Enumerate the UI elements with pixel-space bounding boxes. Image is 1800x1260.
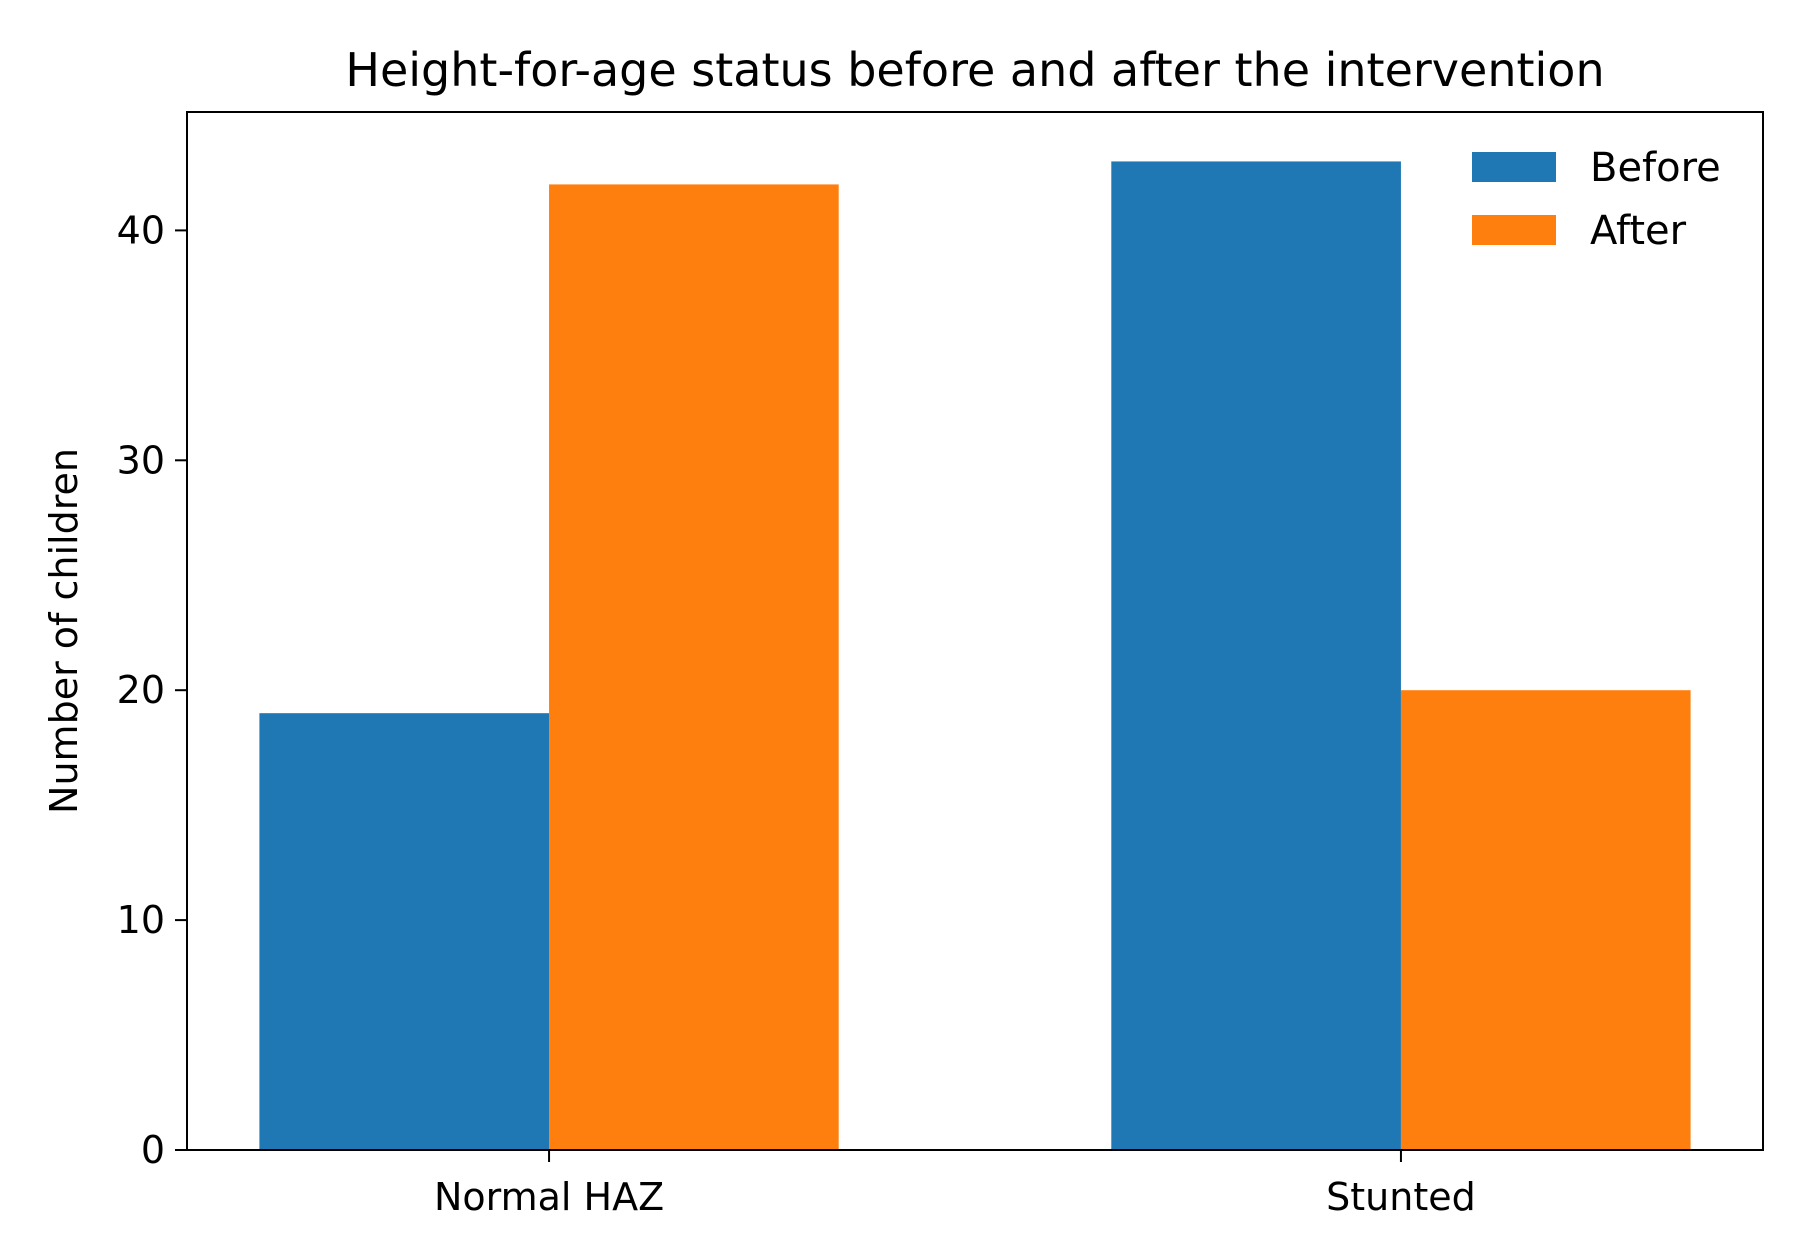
- legend: Before After: [1472, 145, 1721, 254]
- legend-label-before: Before: [1590, 145, 1721, 191]
- y-tick-label: 0: [141, 1128, 165, 1172]
- bar-after-stunted: [1400, 690, 1691, 1150]
- legend-swatch-before: [1472, 152, 1556, 182]
- y-tick-label: 20: [117, 668, 165, 712]
- legend-swatch-after: [1472, 215, 1556, 245]
- bar-before-stunted: [1111, 161, 1401, 1150]
- y-tick-label: 40: [117, 208, 165, 252]
- x-tick-label: Stunted: [1326, 1175, 1476, 1219]
- y-tick-label: 30: [117, 438, 165, 482]
- y-axis-label: Number of children: [42, 448, 86, 814]
- bar-before-normal-haz: [259, 713, 550, 1150]
- y-tick-label: 10: [117, 898, 165, 942]
- chart-title: Height-for-age status before and after t…: [345, 43, 1604, 97]
- plot-frame: [186, 111, 1764, 1151]
- bar-after-normal-haz: [549, 184, 839, 1151]
- legend-label-after: After: [1590, 208, 1687, 254]
- x-tick-label: Normal HAZ: [434, 1175, 664, 1219]
- x-axis: Normal HAZ Stunted: [434, 1150, 1476, 1219]
- bars-layer: [259, 161, 1691, 1151]
- y-axis: 0 10 20 30 40: [117, 208, 187, 1172]
